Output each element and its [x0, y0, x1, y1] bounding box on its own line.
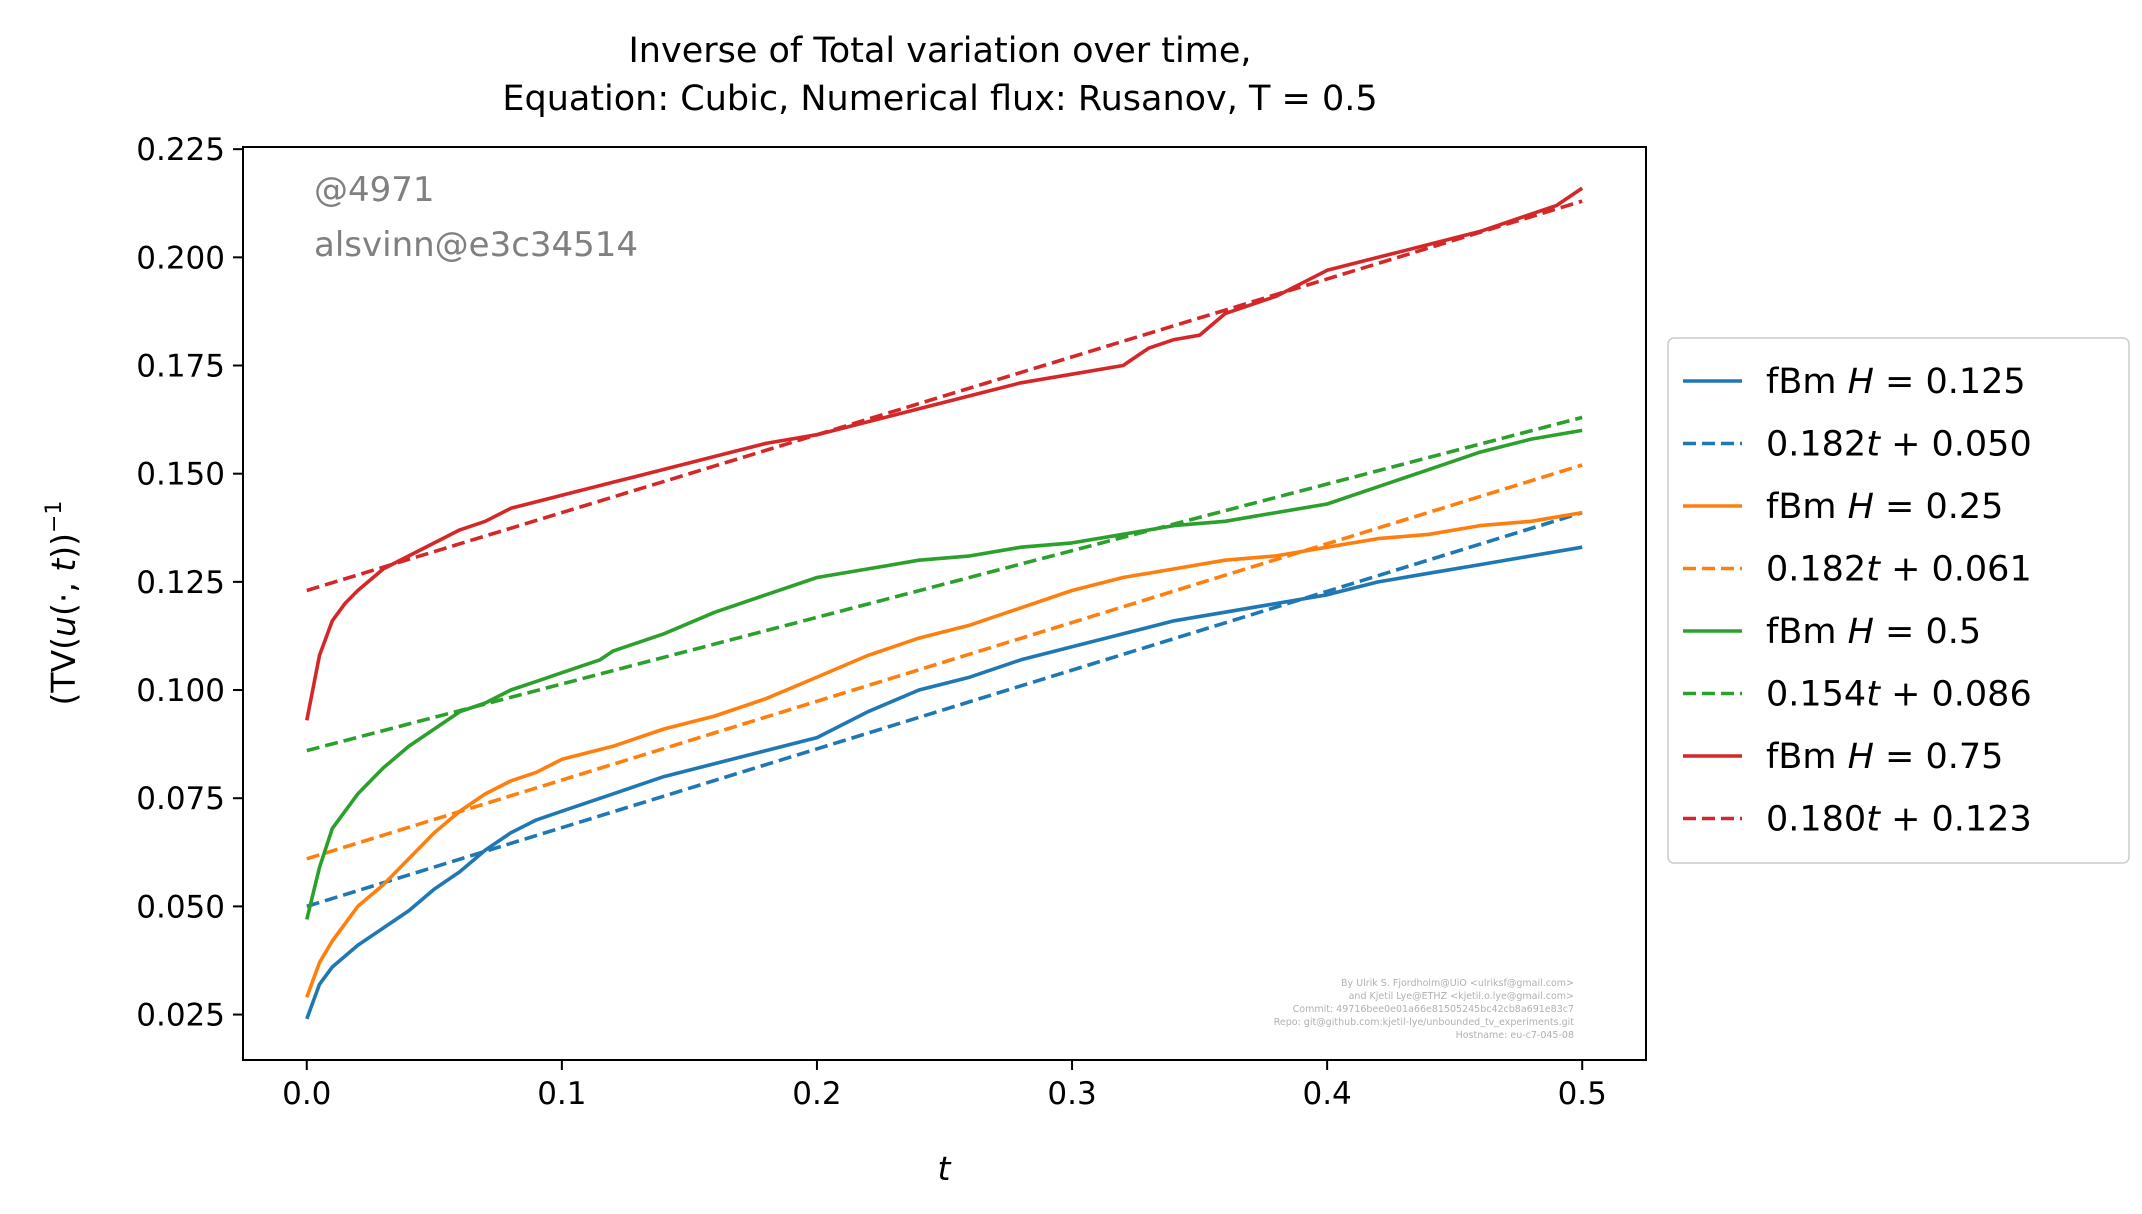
- x-axis-label: t: [938, 1149, 952, 1188]
- x-axis-ticks: 0.0 0.1 0.2 0.3 0.4 0.5: [282, 1060, 1607, 1112]
- y-tick-label: 0.075: [136, 781, 225, 817]
- legend-label-8: 0.180t + 0.123: [1766, 800, 2032, 840]
- y-tick-label: 0.100: [136, 673, 225, 709]
- legend-label-7: fBm H = 0.75: [1766, 737, 2003, 777]
- credits-line-3: Commit: 49716bee0e01a66e81505245bc42cb8a…: [1293, 1004, 1574, 1015]
- y-tick-label: 0.150: [136, 457, 225, 493]
- legend-label-3: fBm H = 0.25: [1766, 487, 2003, 527]
- series-line-2: [306, 510, 1583, 909]
- plot-area: [242, 146, 1647, 1061]
- legend-label-6: 0.154t + 0.086: [1766, 675, 2032, 715]
- y-tick-label: 0.200: [136, 240, 225, 276]
- credits-line-2: and Kjetil Lye@ETHZ <kjetil.o.lye@gmail.…: [1349, 991, 1574, 1002]
- legend-label-2: 0.182t + 0.050: [1766, 425, 2032, 465]
- x-tick-label: 0.3: [1047, 1076, 1096, 1112]
- y-tick-label: 0.175: [136, 349, 225, 385]
- y-axis-label: (TV(u(·, t))−1: [42, 501, 83, 706]
- series-line-6: [306, 415, 1583, 753]
- series-line-8: [306, 199, 1583, 593]
- legend-label-5: fBm H = 0.5: [1766, 612, 1981, 652]
- credits-line-4: Repo: git@github.com:kjetil-lye/unbounde…: [1274, 1017, 1575, 1028]
- chart-title-line-1: Inverse of Total variation over time,: [628, 31, 1251, 71]
- credits: By Ulrik S. Fjordholm@UiO <ulriksf@gmail…: [1274, 978, 1575, 1041]
- series-line-5: [305, 428, 1583, 920]
- series-line-4: [306, 463, 1583, 861]
- y-tick-label: 0.225: [136, 132, 225, 168]
- credits-line-5: Hostname: eu-c7-045-08: [1456, 1030, 1574, 1041]
- legend: fBm H = 0.125 0.182t + 0.050 fBm H = 0.25 0…: [1667, 337, 2130, 864]
- y-tick-label: 0.050: [136, 889, 225, 925]
- x-tick-label: 0.5: [1558, 1076, 1607, 1112]
- x-tick-label: 0.4: [1302, 1076, 1351, 1112]
- series-line-3: [305, 510, 1583, 998]
- y-tick-label: 0.025: [136, 998, 225, 1034]
- chart-title-line-2: Equation: Cubic, Numerical flux: Rusanov…: [502, 79, 1377, 119]
- series-layer: [305, 186, 1584, 1020]
- y-axis-ticks: 0.025 0.050 0.075 0.100 0.125 0.150 0.175 0.200…: [136, 132, 243, 1034]
- watermark-line-2: alsvinn@e3c34514: [314, 225, 638, 265]
- watermark-line-1: @4971: [314, 170, 435, 210]
- x-tick-label: 0.0: [282, 1076, 331, 1112]
- legend-label-1: fBm H = 0.125: [1766, 362, 2026, 402]
- legend-box: [1667, 337, 2130, 864]
- series-line-1: [305, 545, 1583, 1020]
- x-tick-label: 0.1: [537, 1076, 586, 1112]
- y-tick-label: 0.125: [136, 565, 225, 601]
- credits-line-1: By Ulrik S. Fjordholm@UiO <ulriksf@gmail…: [1341, 978, 1574, 989]
- legend-label-4: 0.182t + 0.061: [1766, 550, 2032, 590]
- x-tick-label: 0.2: [792, 1076, 841, 1112]
